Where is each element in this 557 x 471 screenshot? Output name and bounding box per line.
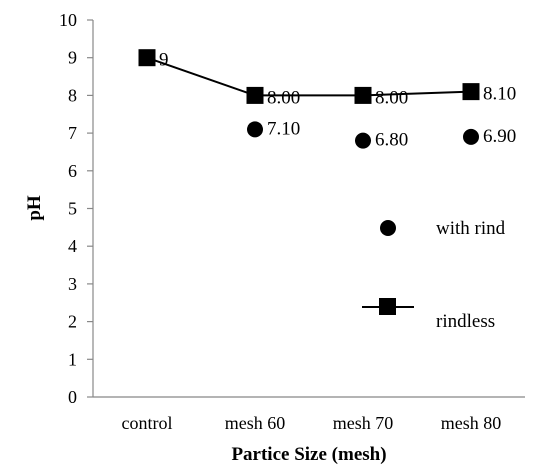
legend-marker-with-rind [380,220,396,236]
y-axis-title: pH [24,195,45,221]
y-tick-label: 0 [68,387,77,407]
y-tick-label: 10 [59,10,77,30]
legend-label-with-rind: with rind [436,218,506,239]
y-tick-label: 9 [68,48,77,68]
series-layer [138,49,480,149]
point-rindless [354,86,372,104]
y-tick-label: 1 [68,349,77,369]
data-label-rindless: 9 [159,50,169,71]
x-axis-ticks: control mesh 60 mesh 70 mesh 80 [122,413,502,433]
point-rindless [246,86,264,104]
y-tick-label: 7 [68,123,77,143]
point-rindless [138,49,156,67]
y-tick-label: 5 [68,199,77,219]
x-axis-title: Partice Size (mesh) [231,444,386,465]
point-with-rind [463,128,479,145]
data-label-rindless: 8.10 [483,84,516,105]
legend-item-with-rind: with rind [380,218,506,239]
x-tick-label: mesh 60 [225,413,286,433]
x-tick-label: mesh 70 [333,413,394,433]
legend-marker-rindless [379,298,396,315]
data-labels: 7.10 6.80 6.90 9 8.00 8.00 8.10 [159,50,516,151]
series-line-rindless [146,56,472,97]
y-tick-label: 8 [68,85,77,105]
legend-label-rindless: rindless [436,311,495,332]
data-label-rindless: 8.00 [267,87,300,108]
data-label-with-rind: 6.80 [375,130,408,151]
y-tick-label: 4 [68,236,77,256]
y-tick-label: 6 [68,161,77,181]
legend: with rind rindless [362,218,506,332]
data-label-with-rind: 7.10 [267,118,300,139]
data-label-with-rind: 6.90 [483,126,516,147]
legend-item-rindless: rindless [362,298,495,332]
y-axis-ticks: 0 1 2 3 4 5 6 7 8 9 10 [59,10,93,407]
y-tick-label: 2 [68,312,77,332]
point-rindless [462,83,480,101]
x-tick-label: mesh 80 [441,413,502,433]
point-with-rind [355,132,371,149]
x-tick-label: control [122,413,173,433]
data-label-rindless: 8.00 [375,87,408,108]
point-with-rind [247,121,263,138]
y-tick-label: 3 [68,274,77,294]
